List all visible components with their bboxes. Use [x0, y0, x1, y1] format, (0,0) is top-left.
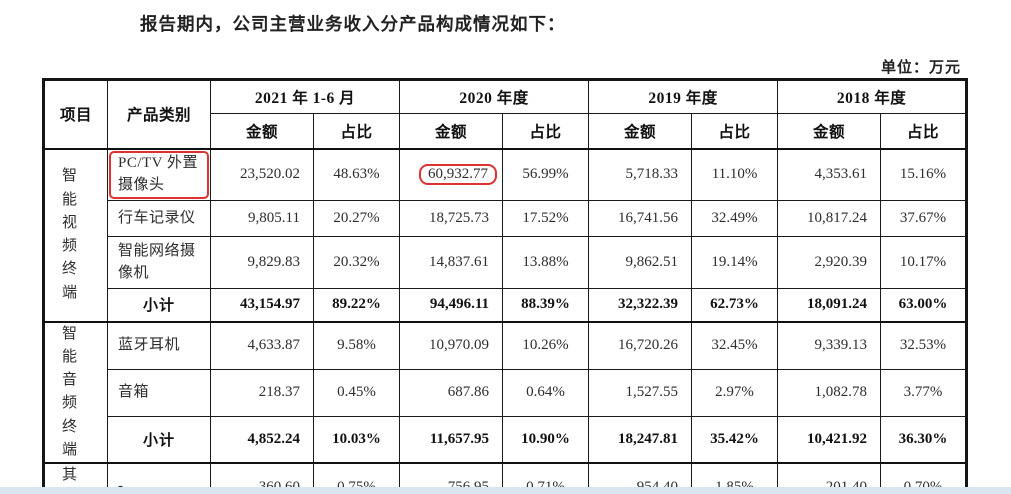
amount-cell: 18,247.81 [588, 416, 693, 464]
amount-cell: 10,817.24 [777, 200, 882, 237]
header-ratio-2021: 占比 [312, 113, 401, 149]
ratio-cell: 13.88% [502, 236, 590, 289]
amount-cell: 94,496.11 [399, 288, 504, 322]
ratio-cell: 0.64% [502, 368, 590, 418]
header-amount-2019: 金额 [588, 113, 693, 149]
amount-cell: 1,527.55 [588, 368, 693, 418]
ratio-cell: 3.77% [880, 368, 968, 418]
category-cell: 蓝牙耳机 [107, 320, 211, 370]
subtotal-label: 小计 [107, 288, 211, 322]
amount-cell: 14,837.61 [399, 236, 504, 289]
amount-cell: 43,154.97 [210, 288, 314, 322]
ratio-cell: 19.14% [691, 236, 779, 289]
header-ratio-2019: 占比 [691, 113, 779, 149]
unit-label: 单位：万元 [880, 60, 961, 76]
window-bottom-edge [0, 487, 1011, 494]
amount-cell: 32,322.39 [588, 288, 693, 322]
ratio-cell: 62.73% [691, 288, 779, 322]
ratio-cell: 88.39% [502, 288, 590, 322]
group-cell-smart-video: 智能视频终端 [43, 147, 108, 322]
ratio-cell: 48.63% [312, 147, 401, 201]
amount-cell: 10,970.09 [399, 320, 504, 370]
page-title: 报告期内，公司主营业务收入分产品构成情况如下： [140, 14, 566, 34]
header-row-measures: 金额 占比 金额 占比 金额 占比 金额 占比 [44, 113, 968, 149]
revenue-table: 项目 产品类别 2021 年 1-6 月 2020 年度 2019 年度 201… [42, 78, 969, 494]
table-row: 智能视频终端 PC/TV 外置摄像头 23,520.02 48.63% 60,9… [43, 147, 968, 322]
amount-cell: 218.37 [210, 368, 314, 418]
amount-cell: 60,932.77 [399, 147, 504, 201]
amount-cell: 18,091.24 [777, 288, 882, 322]
category-cell-annotated: PC/TV 外置摄像头 [107, 147, 211, 201]
amount-cell: 23,520.02 [210, 147, 314, 201]
amount-cell: 18,725.73 [399, 200, 504, 237]
ratio-cell: 89.22% [312, 288, 401, 322]
ratio-cell: 10.03% [312, 416, 401, 464]
ratio-cell: 32.45% [691, 320, 779, 370]
ratio-cell: 2.97% [691, 368, 779, 418]
ratio-cell: 32.53% [880, 320, 968, 370]
table-row: 智能网络摄像机 9,829.83 20.32% 14,837.61 13.88%… [44, 236, 968, 289]
amount-cell: 4,633.87 [210, 320, 314, 370]
group-cell-smart-audio: 智能音频终端 [43, 320, 108, 464]
header-ratio-2018: 占比 [880, 113, 968, 149]
ratio-cell: 20.27% [312, 200, 401, 237]
amount-cell: 16,720.26 [588, 320, 693, 370]
ratio-cell: 37.67% [880, 200, 968, 237]
category-cell: 音箱 [107, 368, 211, 418]
amount-cell: 11,657.95 [399, 416, 504, 464]
amount-cell: 4,852.24 [210, 416, 314, 464]
annotation-highlight: 60,932.77 [419, 164, 498, 186]
header-period-2018: 2018 年度 [777, 79, 968, 114]
ratio-cell: 36.30% [880, 416, 968, 464]
header-period-2021: 2021 年 1-6 月 [209, 79, 401, 114]
subtotal-label: 小计 [107, 416, 211, 464]
table-row-subtotal: 小计 4,852.24 10.03% 11,657.95 10.90% 18,2… [44, 416, 968, 464]
header-amount-2020: 金额 [399, 113, 504, 149]
ratio-cell: 35.42% [691, 416, 779, 464]
amount-cell: 9,829.83 [210, 236, 314, 289]
table-row: 行车记录仪 9,805.11 20.27% 18,725.73 17.52% 1… [44, 200, 968, 237]
amount-cell: 1,082.78 [777, 368, 882, 418]
header-ratio-2020: 占比 [502, 113, 590, 149]
ratio-cell: 15.16% [880, 147, 968, 201]
header-period-2020: 2020 年度 [399, 79, 590, 114]
amount-cell: 9,805.11 [210, 200, 314, 237]
table-row: 智能音频终端 蓝牙耳机 4,633.87 9.58% 10,970.09 10.… [43, 320, 968, 464]
amount-cell: 4,353.61 [777, 147, 882, 201]
ratio-cell: 63.00% [880, 288, 968, 322]
category-cell: 行车记录仪 [107, 200, 211, 237]
ratio-cell: 0.45% [312, 368, 401, 418]
amount-cell: 2,920.39 [777, 236, 882, 289]
amount-cell: 5,718.33 [588, 147, 693, 201]
table-row-subtotal: 小计 43,154.97 89.22% 94,496.11 88.39% 32,… [44, 288, 968, 322]
category-cell: 智能网络摄像机 [107, 236, 211, 289]
ratio-cell: 56.99% [502, 147, 590, 201]
ratio-cell: 10.90% [502, 416, 590, 464]
header-amount-2021: 金额 [210, 113, 314, 149]
amount-cell: 687.86 [399, 368, 504, 418]
header-category: 产品类别 [107, 79, 211, 149]
amount-cell: 9,339.13 [777, 320, 882, 370]
ratio-cell: 9.58% [312, 320, 401, 370]
table-row: 音箱 218.37 0.45% 687.86 0.64% 1,527.55 2.… [44, 368, 968, 418]
amount-cell: 16,741.56 [588, 200, 693, 237]
ratio-cell: 17.52% [502, 200, 590, 237]
header-row-periods: 项目 产品类别 2021 年 1-6 月 2020 年度 2019 年度 201… [43, 79, 968, 149]
ratio-cell: 10.26% [502, 320, 590, 370]
amount-cell: 10,421.92 [777, 416, 882, 464]
ratio-cell: 20.32% [312, 236, 401, 289]
header-item: 项目 [43, 79, 108, 149]
header-period-2019: 2019 年度 [588, 79, 779, 114]
ratio-cell: 11.10% [691, 147, 779, 201]
ratio-cell: 32.49% [691, 200, 779, 237]
ratio-cell: 10.17% [880, 236, 968, 289]
amount-cell: 9,862.51 [588, 236, 693, 289]
header-amount-2018: 金额 [777, 113, 882, 149]
